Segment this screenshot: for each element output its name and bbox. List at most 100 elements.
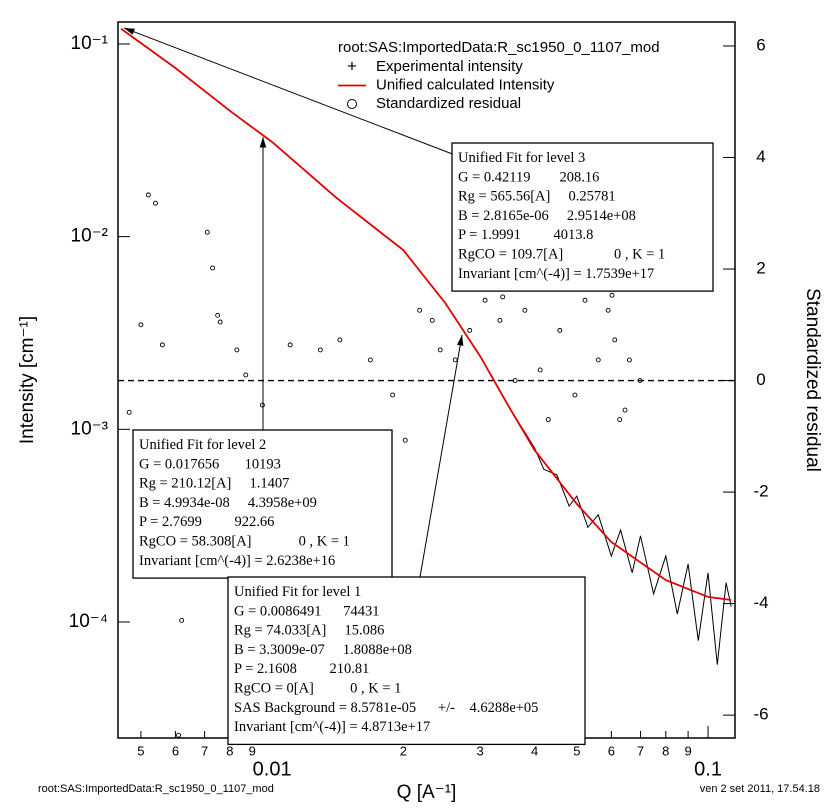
x-tick-label: 0.1 <box>694 758 722 780</box>
annotation-arrow <box>419 334 463 578</box>
residual-point <box>317 347 323 353</box>
x-tick-label: 7 <box>637 743 644 758</box>
annotation-box <box>132 429 393 579</box>
annotation-box <box>451 142 714 292</box>
annotation-line: Rg = 565.56[A] 0.25781 <box>458 189 616 205</box>
residual-point <box>367 357 373 363</box>
x-tick-label: 7 <box>201 743 208 758</box>
annotation-line: Invariant [cm^(-4)] = 1.7539e+17 <box>458 266 654 282</box>
residual-point <box>215 312 221 318</box>
annotation: Unified Fit for level 1 G = 0.0086491 744… <box>227 334 586 746</box>
annotation-line: B = 2.8165e-06 2.9514e+08 <box>458 208 636 224</box>
arrow-head <box>457 335 464 346</box>
residual-point <box>557 327 563 333</box>
legend-title: root:SAS:ImportedData:R_sc1950_0_1107_mo… <box>338 39 660 56</box>
residual-point <box>259 402 265 408</box>
arrow-head <box>259 137 267 148</box>
arrow-head <box>124 28 135 35</box>
residual-point <box>612 337 618 343</box>
x-tick-label: 2 <box>400 743 407 758</box>
y2-tick-label: -6 <box>753 705 768 724</box>
residual-point <box>537 367 543 373</box>
x-tick-label: 5 <box>137 743 144 758</box>
annotation-box <box>227 576 586 746</box>
y2-tick-label: -2 <box>753 482 768 501</box>
residual-point <box>452 357 458 363</box>
residual-point <box>622 407 628 413</box>
residual-point <box>605 307 611 313</box>
y2-tick-label: 0 <box>756 370 765 389</box>
annotation-line: Rg = 210.12[A] 1.1407 <box>139 476 289 492</box>
residual-point <box>243 372 249 378</box>
x-tick-label: 0.01 <box>253 758 292 780</box>
legend-symbol <box>347 99 357 109</box>
y-axis-label: Intensity [cm⁻¹] <box>17 316 38 444</box>
y2-tick-label: 4 <box>756 147 765 166</box>
residual-point <box>467 327 473 333</box>
annotation: Unified Fit for level 3 G = 0.42119 208.1… <box>123 27 714 292</box>
annotation-line: G = 0.42119 208.16 <box>458 169 599 185</box>
residual-point <box>595 357 601 363</box>
annotation-line: G = 0.0086491 74431 <box>234 603 380 619</box>
legend-label: Unified calculated Intensity <box>376 76 555 93</box>
footer-right: ven 2 set 2011, 17.54.18 <box>700 783 820 795</box>
residual-point <box>210 265 216 271</box>
x-tick-label: 3 <box>477 743 484 758</box>
residual-point <box>287 342 293 348</box>
residual-point <box>512 378 518 384</box>
annotation-line: G = 0.017656 10193 <box>139 456 281 472</box>
legend-label: Standardized residual <box>376 95 521 112</box>
residual-point <box>500 294 506 300</box>
y2-tick-label: -4 <box>753 593 768 612</box>
annotation-line: RgCO = 58.308[A] 0 , K = 1 <box>139 534 350 550</box>
annotation-line: B = 4.9934e-08 4.3958e+09 <box>139 495 317 511</box>
y-tick-label: 10⁻² <box>71 226 109 247</box>
residual-point <box>545 417 551 423</box>
residual-point <box>437 347 443 353</box>
residual-point <box>176 732 182 738</box>
residual-point <box>402 437 408 443</box>
x-tick-label: 6 <box>608 743 615 758</box>
annotation-line: B = 3.3009e-07 1.8088e+08 <box>234 642 412 658</box>
x-tick-label: 8 <box>226 743 233 758</box>
annotation-line: RgCO = 109.7[A] 0 , K = 1 <box>458 247 665 263</box>
residual-point <box>429 317 435 323</box>
annotation: Unified Fit for level 2 G = 0.017656 1019… <box>132 137 393 579</box>
residual-point <box>522 307 528 313</box>
annotation-line: P = 1.9991 4013.8 <box>458 227 593 243</box>
annotation-line: SAS Background = 8.5781e-05 +/- 4.6288e+… <box>234 700 538 716</box>
y2-tick-label: 6 <box>756 35 765 54</box>
residual-point <box>609 292 615 298</box>
x-tick-label: 9 <box>249 743 256 758</box>
y-tick-label: 10⁻⁴ <box>69 611 108 632</box>
legend-symbol: + <box>347 56 357 75</box>
calculated-line <box>120 27 732 601</box>
annotation-line: Unified Fit for level 2 <box>139 437 266 453</box>
x-tick-label: 8 <box>662 743 669 758</box>
residual-point <box>390 392 396 398</box>
y2-axis-label: Standardized residual <box>802 288 823 472</box>
residual-point <box>626 357 632 363</box>
annotation-arrow <box>123 27 456 156</box>
residual-point <box>482 297 488 303</box>
x-tick-label: 5 <box>573 743 580 758</box>
legend-label: Experimental intensity <box>376 58 523 75</box>
residual-point <box>417 307 423 313</box>
annotation-line: Unified Fit for level 3 <box>458 150 585 166</box>
footer-left: root:SAS:ImportedData:R_sc1950_0_1107_mo… <box>38 783 274 795</box>
residual-point <box>126 409 132 415</box>
y-tick-label: 10⁻³ <box>71 418 109 439</box>
residual-point <box>572 392 578 398</box>
x-tick-label: 9 <box>684 743 691 758</box>
annotation-line: RgCO = 0[A] 0 , K = 1 <box>234 681 401 697</box>
residual-point <box>582 297 588 303</box>
annotation-line: Rg = 74.033[A] 15.086 <box>234 623 384 639</box>
residual-point <box>179 617 185 623</box>
residual-point <box>204 229 210 235</box>
x-axis-label: Q [A⁻¹] <box>397 782 457 803</box>
x-tick-label: 6 <box>172 743 179 758</box>
annotation-line: Invariant [cm^(-4)] = 2.6238e+16 <box>139 553 335 569</box>
annotation-line: Unified Fit for level 1 <box>234 584 361 600</box>
residual-point <box>637 378 643 384</box>
